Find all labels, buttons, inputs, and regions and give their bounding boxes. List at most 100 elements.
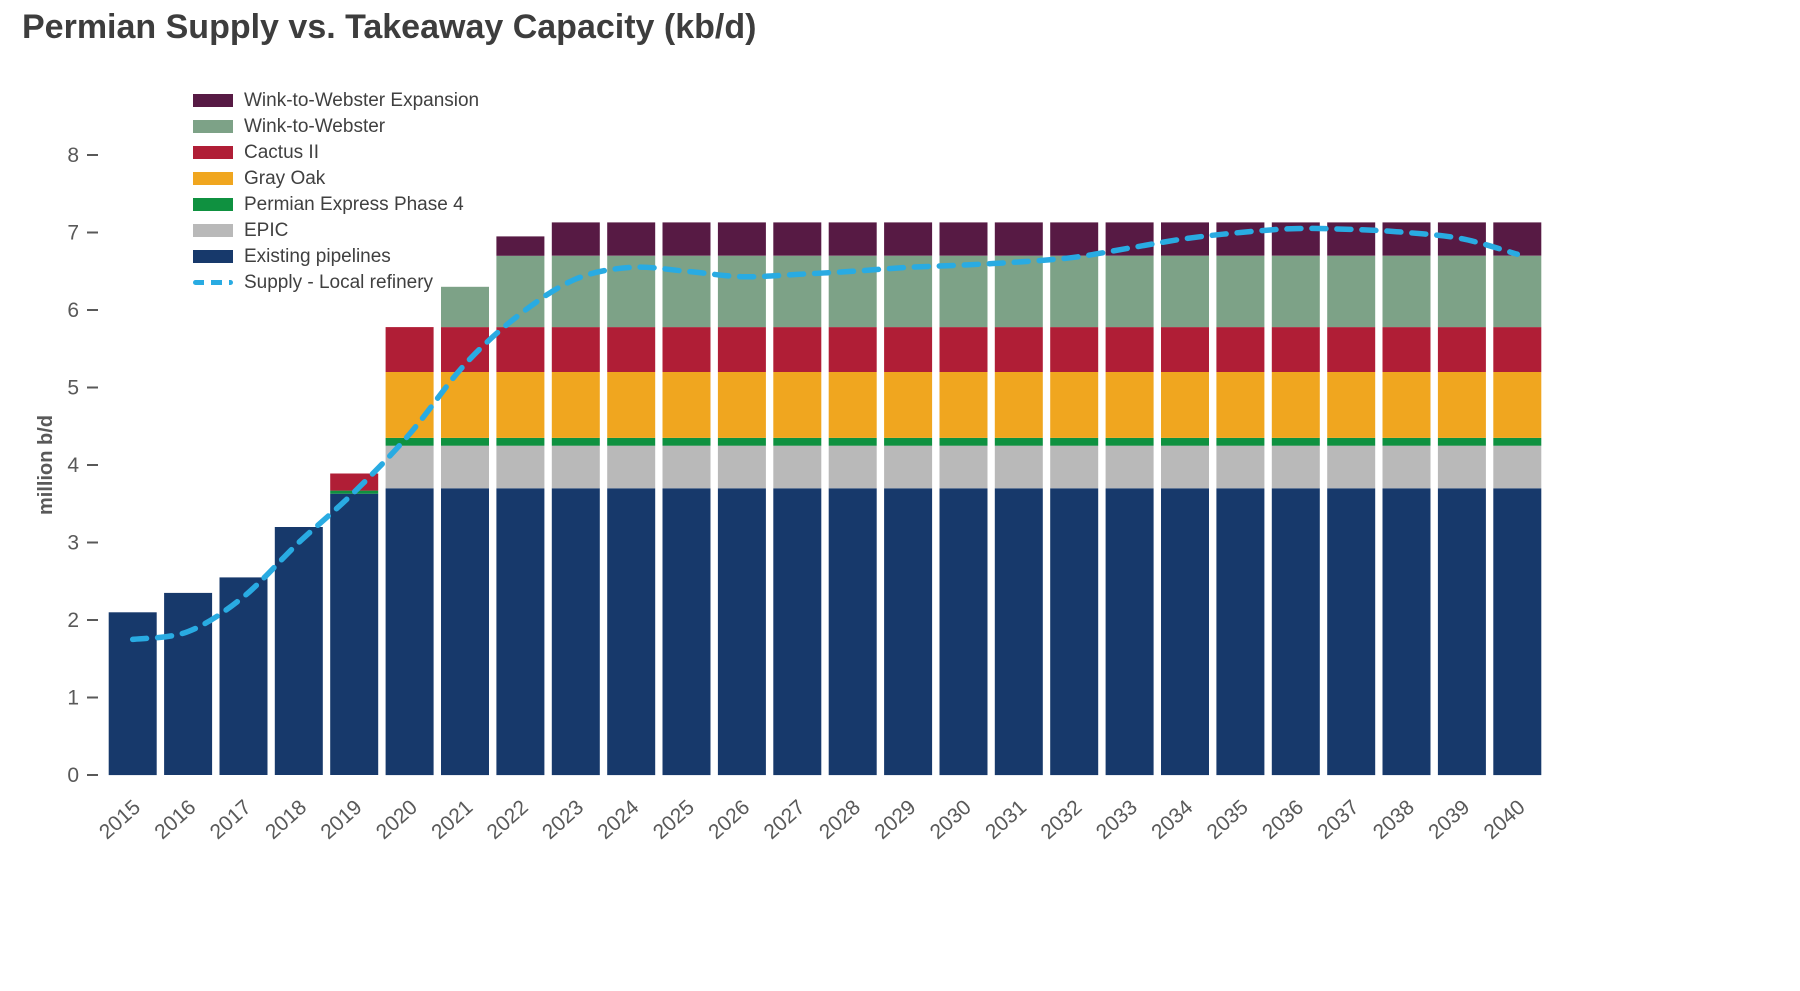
y-tick-label: 7 — [67, 222, 79, 245]
bar-segment-permian-express-phase-4 — [441, 437, 489, 446]
bar-segment-wink-to-webster — [662, 255, 711, 328]
bar-segment-wink-to-webster-expansion — [717, 222, 766, 256]
bar-segment-wink-to-webster — [1327, 255, 1376, 328]
bar-segment-epic — [939, 445, 988, 489]
x-tick-label: 2016 — [150, 796, 200, 844]
legend-item-existing-pipelines: Existing pipelines — [193, 246, 479, 267]
bar-segment-existing-pipelines — [1382, 488, 1431, 776]
bar-segment-epic — [717, 445, 766, 489]
bar-segment-cactus-ii — [717, 327, 766, 372]
chart-title: Permian Supply vs. Takeaway Capacity (kb… — [22, 8, 757, 46]
bar-segment-cactus-ii — [1050, 327, 1099, 372]
bar-segment-gray-oak — [994, 372, 1043, 438]
bar-segment-existing-pipelines — [884, 488, 933, 776]
x-tick-label: 2034 — [1147, 795, 1197, 844]
x-tick-label: 2028 — [815, 796, 865, 844]
legend-item-wink-to-webster: Wink-to-Webster — [193, 116, 479, 137]
bar-segment-wink-to-webster-expansion — [939, 222, 988, 256]
bar-segment-epic — [441, 445, 489, 489]
legend-label: Existing pipelines — [244, 245, 391, 267]
bar-segment-permian-express-phase-4 — [1050, 437, 1099, 446]
bar-segment-epic — [1105, 445, 1154, 489]
bar-segment-gray-oak — [1216, 372, 1265, 438]
bar-segment-permian-express-phase-4 — [717, 437, 766, 446]
bar-segment-wink-to-webster — [1161, 255, 1209, 328]
bar-segment-existing-pipelines — [1437, 488, 1486, 776]
bar-segment-gray-oak — [939, 372, 988, 438]
bar-segment-epic — [828, 445, 877, 489]
x-tick-label: 2035 — [1203, 796, 1253, 844]
y-tick-label: 4 — [67, 454, 79, 477]
y-tick-label: 2 — [67, 609, 79, 632]
bar-segment-epic — [994, 445, 1043, 489]
bar-segment-gray-oak — [884, 372, 933, 438]
x-tick-label: 2029 — [870, 796, 920, 844]
bar-segment-wink-to-webster-expansion — [994, 222, 1043, 256]
bar-segment-permian-express-phase-4 — [496, 437, 545, 446]
bar-segment-existing-pipelines — [1161, 488, 1209, 776]
legend-color-swatch — [193, 172, 233, 185]
bar-segment-cactus-ii — [1437, 327, 1486, 372]
bar-segment-wink-to-webster-expansion — [1216, 222, 1265, 256]
bar-segment-cactus-ii — [1271, 327, 1320, 372]
bar-segment-gray-oak — [828, 372, 877, 438]
bar-segment-cactus-ii — [828, 327, 877, 372]
bar-segment-gray-oak — [1105, 372, 1154, 438]
bar-segment-epic — [1382, 445, 1431, 489]
bar-segment-permian-express-phase-4 — [1271, 437, 1320, 446]
legend-label: Supply - Local refinery — [244, 271, 434, 293]
bar-segment-permian-express-phase-4 — [1161, 437, 1209, 446]
bar-segment-epic — [551, 445, 600, 489]
legend-item-wink-to-webster-expansion: Wink-to-Webster Expansion — [193, 90, 479, 111]
bar-segment-gray-oak — [662, 372, 711, 438]
bar-segment-wink-to-webster-expansion — [1382, 222, 1431, 256]
bar-segment-gray-oak — [773, 372, 822, 438]
bar-segment-wink-to-webster — [1271, 255, 1320, 328]
x-tick-label: 2033 — [1092, 796, 1142, 844]
chart-legend: Wink-to-Webster Expansion Wink-to-Webster… — [193, 90, 479, 293]
bar-segment-existing-pipelines — [1493, 488, 1542, 776]
bar-segment-permian-express-phase-4 — [1327, 437, 1376, 446]
bar-segment-wink-to-webster-expansion — [551, 222, 600, 256]
bar-segment-permian-express-phase-4 — [662, 437, 711, 446]
legend-color-swatch — [193, 120, 233, 133]
bar-segment-permian-express-phase-4 — [994, 437, 1043, 446]
legend-label: Wink-to-Webster Expansion — [244, 89, 480, 111]
bar-segment-existing-pipelines — [939, 488, 988, 776]
bar-segment-wink-to-webster-expansion — [662, 222, 711, 256]
bar-segment-cactus-ii — [607, 327, 656, 372]
bar-segment-cactus-ii — [1382, 327, 1431, 372]
bar-segment-permian-express-phase-4 — [884, 437, 933, 446]
bar-segment-wink-to-webster — [1105, 255, 1154, 328]
bar-segment-existing-pipelines — [496, 488, 545, 776]
bar-segment-existing-pipelines — [551, 488, 600, 776]
y-tick-label: 3 — [67, 532, 79, 555]
bar-segment-cactus-ii — [496, 327, 545, 372]
x-tick-label: 2024 — [593, 795, 643, 844]
bar-segment-existing-pipelines — [164, 592, 213, 775]
bar-segment-existing-pipelines — [607, 488, 656, 776]
bar-segment-gray-oak — [1493, 372, 1542, 438]
x-tick-label: 2030 — [926, 796, 976, 844]
bar-segment-existing-pipelines — [1327, 488, 1376, 776]
bar-segment-existing-pipelines — [385, 488, 434, 776]
x-tick-label: 2040 — [1480, 796, 1530, 844]
y-tick-label: 1 — [67, 687, 79, 710]
bar-segment-existing-pipelines — [662, 488, 711, 776]
bar-segment-gray-oak — [607, 372, 656, 438]
bar-segment-gray-oak — [1327, 372, 1376, 438]
bar-segment-wink-to-webster — [1216, 255, 1265, 328]
bar-segment-wink-to-webster-expansion — [607, 222, 656, 256]
legend-item-epic: EPIC — [193, 220, 479, 241]
bar-segment-cactus-ii — [1493, 327, 1542, 372]
bar-segment-wink-to-webster — [773, 255, 822, 328]
x-tick-label: 2018 — [261, 796, 311, 844]
bar-segment-wink-to-webster — [994, 255, 1043, 328]
x-tick-label: 2036 — [1258, 796, 1308, 844]
legend-color-swatch — [193, 250, 233, 263]
bar-segment-wink-to-webster — [1382, 255, 1431, 328]
bar-segment-gray-oak — [496, 372, 545, 438]
legend-label: EPIC — [244, 219, 289, 241]
bar-segment-existing-pipelines — [1050, 488, 1099, 776]
